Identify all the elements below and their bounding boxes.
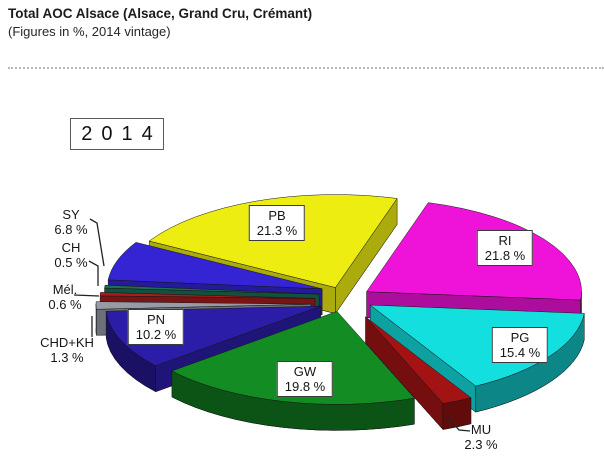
slice-label-ri: RI 21.8 % xyxy=(476,230,534,266)
slice-code: CHD+KH xyxy=(40,335,94,350)
slice-code: SY xyxy=(62,207,80,222)
slice-code: RI xyxy=(498,233,512,248)
dotted-separator xyxy=(8,67,604,69)
leader-line-mu xyxy=(446,415,471,432)
slice-value: 21.8 % xyxy=(484,248,526,263)
slice-label-sy: SY 6.8 % xyxy=(54,207,87,237)
slice-label-chd-kh: CHD+KH 1.3 % xyxy=(40,335,94,365)
chart-subtitle: (Figures in %, 2014 vintage) xyxy=(8,24,171,39)
slice-value: 1.3 % xyxy=(50,350,84,365)
slice-label-pg: PG 15.4 % xyxy=(491,327,549,363)
slice-code: MU xyxy=(470,422,492,437)
chart-title: Total AOC Alsace (Alsace, Grand Cru, Cré… xyxy=(8,6,313,21)
slice-value: 15.4 % xyxy=(499,345,541,360)
slice-value: 0.6 % xyxy=(48,297,82,312)
slice-code: Mél. xyxy=(52,282,78,297)
slice-value: 2.3 % xyxy=(464,437,498,452)
slice-label-mu: MU 2.3 % xyxy=(464,422,497,452)
slice-value: 10.2 % xyxy=(135,327,177,342)
slice-value: 21.3 % xyxy=(256,223,298,238)
slice-value: 6.8 % xyxy=(54,222,88,237)
slice-label-ch: CH 0.5 % xyxy=(54,240,87,270)
pie-slice-gw xyxy=(171,311,415,431)
slice-code: CH xyxy=(61,240,81,255)
slice-code: GW xyxy=(293,364,317,379)
slice-value: 0.5 % xyxy=(54,255,88,270)
slice-value: 19.8 % xyxy=(284,379,326,394)
leader-line-ch xyxy=(88,260,99,286)
slice-code: PG xyxy=(510,330,530,345)
leader-line-mel xyxy=(73,294,100,297)
slice-label-gw: GW 19.8 % xyxy=(276,361,334,397)
slice-label-pb: PB 21.3 % xyxy=(248,205,306,241)
slice-label-mel: Mél. 0.6 % xyxy=(48,282,81,312)
leader-line-sy xyxy=(89,218,105,267)
slice-code: PB xyxy=(268,208,286,223)
slice-label-pn: PN 10.2 % xyxy=(127,309,185,345)
pie-slice-mu xyxy=(365,316,472,430)
year-badge: 2014 xyxy=(70,118,164,150)
slice-code: PN xyxy=(146,312,166,327)
